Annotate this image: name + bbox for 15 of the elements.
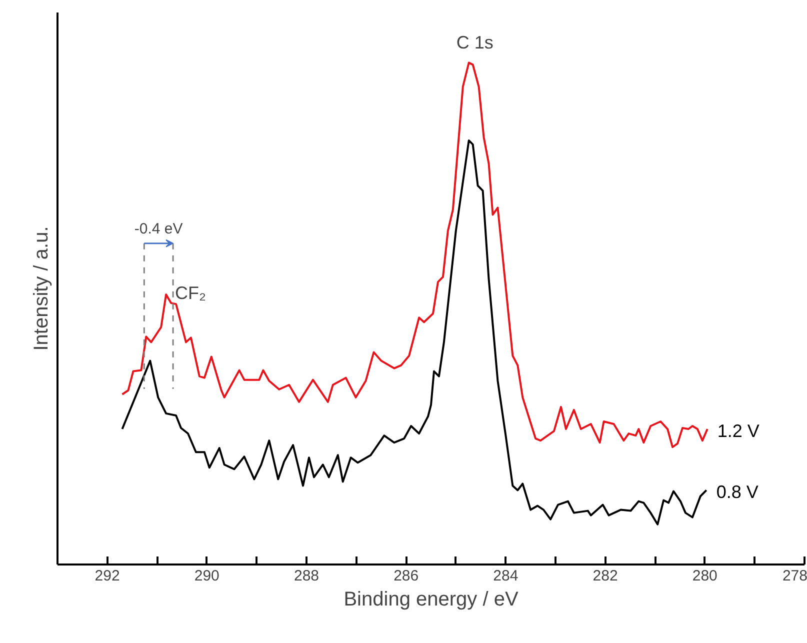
x-tick-label: 292 <box>94 568 120 584</box>
annotation: CF₂ <box>175 283 206 304</box>
x-tick-label: 290 <box>194 568 220 584</box>
series-label: 1.2 V <box>717 421 760 442</box>
x-tick-label: 284 <box>493 568 518 584</box>
x-tick-label: 278 <box>782 568 807 584</box>
ref-line-label: -0.4 eV <box>134 220 183 238</box>
x-tick-label: 280 <box>692 568 718 584</box>
annotation: C 1s <box>456 32 494 53</box>
x-axis-title: Binding energy / eV <box>344 588 519 610</box>
x-tick-label: 286 <box>394 568 419 584</box>
x-tick-label: 282 <box>592 568 618 584</box>
x-tick-label: 288 <box>294 568 320 584</box>
series-label: 0.8 V <box>716 482 758 502</box>
y-axis-title: Intensity / a.u. <box>30 226 52 351</box>
